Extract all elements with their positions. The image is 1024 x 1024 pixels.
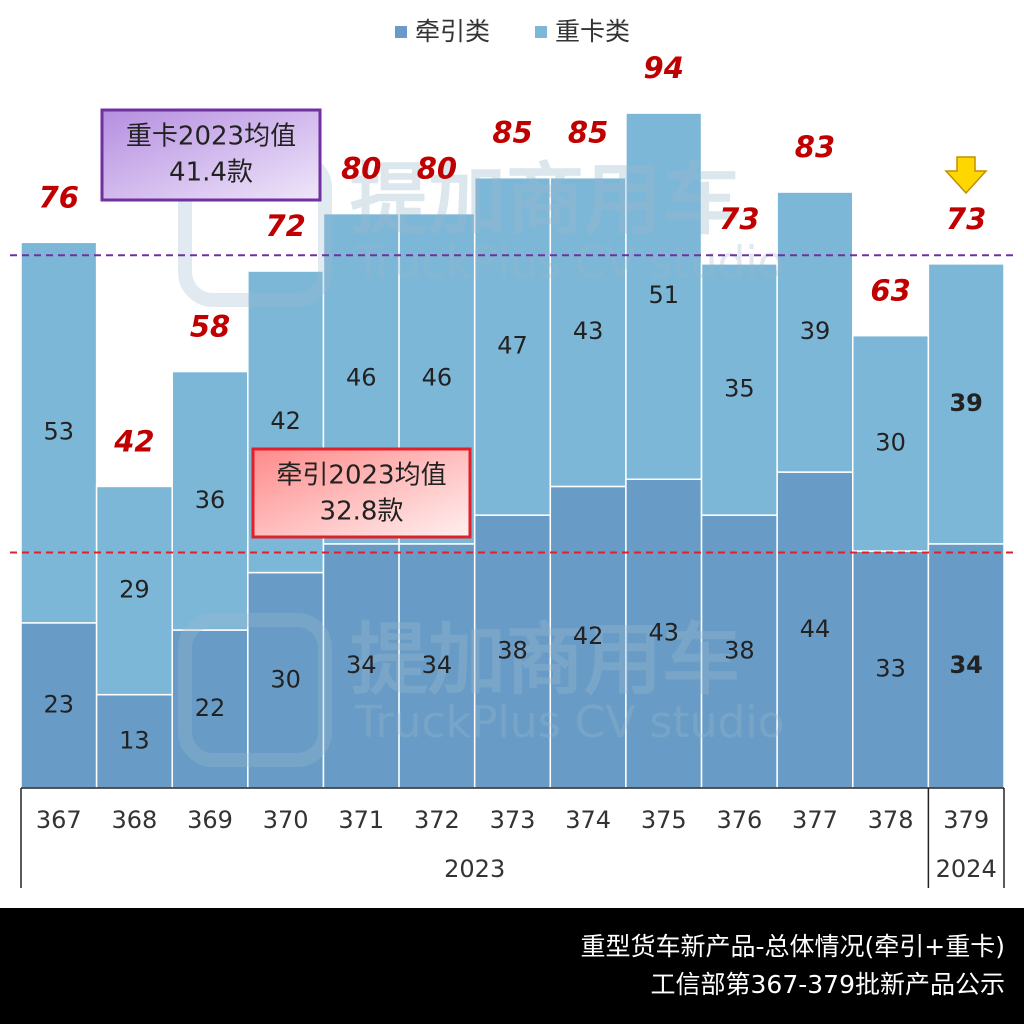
footer-line: 工信部第367-379批新产品公示 <box>651 970 1005 999</box>
group-label: 2023 <box>444 855 505 883</box>
bar-segment <box>625 478 703 789</box>
data-label: 33 <box>875 655 906 683</box>
data-label: 30 <box>270 665 301 693</box>
x-tick-label: 378 <box>868 806 914 834</box>
bar-segment <box>473 514 552 789</box>
total-label: 63 <box>870 274 910 308</box>
total-label: 73 <box>719 202 759 236</box>
x-tick-label: 372 <box>414 806 460 834</box>
annotation-box <box>251 447 472 539</box>
annotation-label: 重卡2023均值 <box>126 122 296 152</box>
legend-swatch <box>395 26 407 38</box>
plot-area <box>20 112 1005 789</box>
total-label: 76 <box>39 180 79 214</box>
bar-segment <box>700 514 778 789</box>
x-tick-label: 375 <box>641 806 687 834</box>
total-label: 80 <box>417 152 457 186</box>
bar-segment <box>852 550 930 789</box>
bar-segment <box>549 176 627 488</box>
annotation-value: 41.4款 <box>169 158 253 188</box>
watermark: TruckPlus CV studio <box>354 697 785 748</box>
legend-label: 牵引类 <box>415 17 490 46</box>
x-tick-label: 370 <box>263 806 309 834</box>
data-label: 36 <box>195 486 226 514</box>
x-tick-label: 367 <box>36 806 82 834</box>
data-label: 43 <box>573 317 604 345</box>
total-label: 94 <box>644 51 684 85</box>
bar-segment <box>20 622 98 789</box>
bar-segment <box>171 370 249 631</box>
total-label: 80 <box>341 152 381 186</box>
bar-segment <box>95 693 173 789</box>
annotation-label: 牵引2023均值 <box>276 461 446 491</box>
watermark-logo <box>178 613 332 767</box>
x-tick-label: 376 <box>716 806 762 834</box>
data-label: 42 <box>270 407 301 435</box>
watermark: 提加商用车 <box>350 615 740 705</box>
data-label: 35 <box>724 375 755 403</box>
total-label: 83 <box>795 130 835 164</box>
x-tick-label: 369 <box>187 806 233 834</box>
footer-line: 重型货车新产品-总体情况(牵引+重卡) <box>581 932 1005 961</box>
annotation-value: 32.8款 <box>320 497 404 527</box>
footer-band <box>0 908 1024 1024</box>
data-label: 34 <box>422 651 453 679</box>
x-tick-label: 368 <box>112 806 158 834</box>
data-label: 38 <box>497 637 528 665</box>
data-label: 29 <box>119 576 150 604</box>
watermark: 提加商用车 <box>350 155 740 245</box>
total-label: 85 <box>492 116 532 150</box>
total-label: 85 <box>568 116 608 150</box>
data-label: 44 <box>800 615 831 643</box>
x-tick-label: 379 <box>943 806 989 834</box>
data-label: 39 <box>949 389 982 417</box>
data-label: 39 <box>800 317 831 345</box>
bar-segment <box>776 191 854 473</box>
x-tick-label: 373 <box>490 806 536 834</box>
data-label: 23 <box>44 690 75 718</box>
x-tick-label: 371 <box>338 806 384 834</box>
data-label: 34 <box>346 651 377 679</box>
bar-segment <box>473 176 552 516</box>
data-label: 53 <box>44 418 75 446</box>
bar-segment <box>700 263 778 516</box>
data-label: 46 <box>422 364 453 392</box>
data-label: 47 <box>497 331 528 359</box>
total-label: 72 <box>265 209 305 243</box>
bar-segment <box>247 571 325 789</box>
data-label: 30 <box>875 428 906 456</box>
highlight-arrow <box>944 156 988 195</box>
legend-label: 重卡类 <box>555 17 630 46</box>
legend-swatch <box>535 26 548 38</box>
bar-segment <box>852 334 930 552</box>
x-tick-label: 377 <box>792 806 838 834</box>
annotation-box <box>100 108 322 202</box>
data-label: 42 <box>573 622 604 650</box>
data-label: 34 <box>949 651 982 679</box>
bar-segment <box>549 485 627 789</box>
bar-segment <box>927 543 1005 789</box>
data-label: 22 <box>195 694 226 722</box>
total-label: 58 <box>190 310 230 344</box>
group-label: 2024 <box>936 855 997 883</box>
bar-segment <box>625 112 703 481</box>
bar-segment <box>20 241 98 624</box>
total-label: 42 <box>113 424 154 458</box>
x-tick-label: 374 <box>565 806 611 834</box>
data-label: 51 <box>648 281 679 309</box>
bar-segment <box>322 543 400 789</box>
bar-segment <box>95 485 173 696</box>
data-label: 38 <box>724 637 755 665</box>
bar-segment <box>927 263 1005 545</box>
data-label: 13 <box>119 726 150 754</box>
total-label: 73 <box>946 202 986 236</box>
data-label: 46 <box>346 364 377 392</box>
data-label: 43 <box>648 619 679 647</box>
watermark: TruckPlus CV studio <box>354 237 785 288</box>
